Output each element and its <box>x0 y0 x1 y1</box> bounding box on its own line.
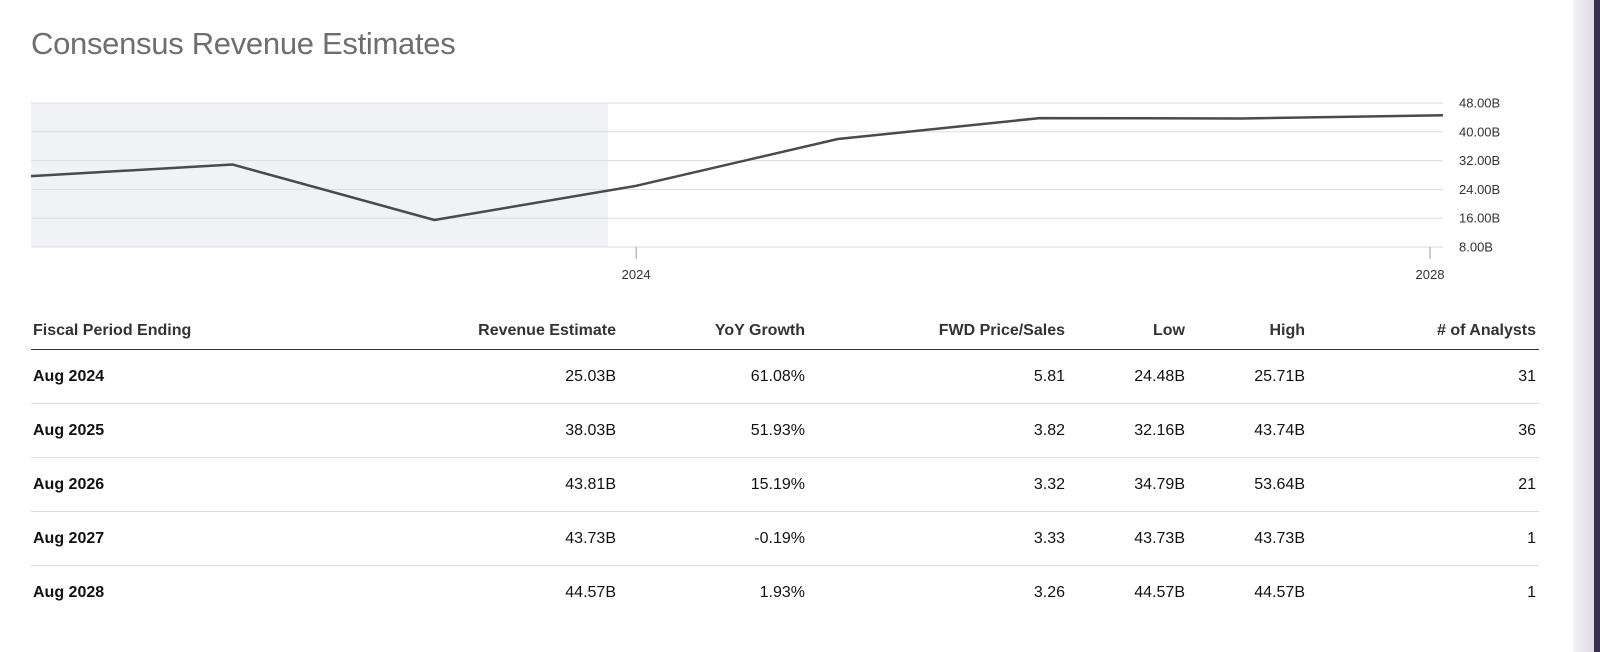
low-cell: 24.48B <box>1068 349 1188 404</box>
high-cell: 53.64B <box>1188 457 1308 512</box>
analysts-cell: 36 <box>1308 403 1539 458</box>
high-cell: 44.57B <box>1254 583 1305 601</box>
table-row: Aug 2026 43.81B 15.19% 3.32 34.79B 53.64… <box>31 457 1539 512</box>
estimates-table: Fiscal Period Ending Revenue Estimate Yo… <box>31 312 1539 619</box>
revenue-estimate-cell: 44.57B <box>565 583 616 601</box>
low-cell: 43.73B <box>1068 511 1188 566</box>
column-header-yoy-growth[interactable]: YoY Growth <box>619 312 808 350</box>
y-tick-label: 16.00B <box>1459 211 1500 226</box>
revenue-line-chart[interactable]: 48.00B 40.00B 32.00B 24.00B 16.00B 8.00B 2024 2… <box>0 90 1560 300</box>
table-header-row: Fiscal Period Ending Revenue Estimate Yo… <box>31 312 1539 350</box>
high-cell: 43.73B <box>1188 511 1308 566</box>
fiscal-period-cell: Aug 2025 <box>31 403 331 458</box>
y-tick-label: 48.00B <box>1459 96 1500 111</box>
y-tick-label: 8.00B <box>1459 240 1493 255</box>
revenue-estimate-cell: 43.73B <box>331 511 619 566</box>
yoy-growth-cell: 61.08% <box>619 349 808 404</box>
fwd-price-sales-cell: 3.26 <box>1033 583 1065 601</box>
table-row: Aug 2025 38.03B 51.93% 3.82 32.16B 43.74… <box>31 403 1539 458</box>
fiscal-period-cell: Aug 2026 <box>31 457 331 512</box>
low-cell: 44.57B <box>1134 583 1185 601</box>
y-tick-label: 40.00B <box>1459 124 1500 139</box>
table-row: Aug 2027 43.73B -0.19% 3.33 43.73B 43.73… <box>31 511 1539 566</box>
fiscal-period-cell: Aug 2027 <box>31 511 331 566</box>
table-row: Aug 2028 44.57B 1.93% 3.26 44.57B 44.57B… <box>31 566 1539 620</box>
revenue-series-line <box>30 113 1444 222</box>
fwd-price-sales-cell: 3.32 <box>808 457 1068 512</box>
low-cell: 34.79B <box>1068 457 1188 512</box>
analysts-cell: 21 <box>1308 457 1539 512</box>
column-header-fiscal-period[interactable]: Fiscal Period Ending <box>31 312 331 350</box>
column-header-revenue-estimate[interactable]: Revenue Estimate <box>331 312 619 350</box>
analysts-cell: 1 <box>1527 583 1536 601</box>
column-header-high[interactable]: High <box>1188 312 1308 350</box>
historical-shaded-region <box>31 103 609 247</box>
x-tick-label: 2028 <box>1416 267 1445 282</box>
desktop-background-strip <box>1594 0 1600 652</box>
column-header-fwd-price-sales[interactable]: FWD Price/Sales <box>808 312 1068 350</box>
x-tick-label: 2024 <box>622 267 651 282</box>
low-cell: 32.16B <box>1068 403 1188 458</box>
y-tick-label: 32.00B <box>1459 153 1500 168</box>
yoy-growth-cell: 51.93% <box>619 403 808 458</box>
page-title: Consensus Revenue Estimates <box>31 26 456 61</box>
revenue-estimate-cell: 25.03B <box>331 349 619 404</box>
high-cell: 43.74B <box>1188 403 1308 458</box>
table-row: Aug 2024 25.03B 61.08% 5.81 24.48B 25.71… <box>31 349 1539 404</box>
fiscal-period-cell: Aug 2028 <box>33 583 105 601</box>
analysts-cell: 31 <box>1308 349 1539 404</box>
fwd-price-sales-cell: 5.81 <box>808 349 1068 404</box>
yoy-growth-cell: 1.93% <box>759 583 805 601</box>
revenue-estimate-cell: 43.81B <box>331 457 619 512</box>
fiscal-period-cell: Aug 2024 <box>31 349 331 404</box>
y-tick-label: 24.00B <box>1459 182 1500 197</box>
revenue-estimate-cell: 38.03B <box>331 403 619 458</box>
yoy-growth-cell: -0.19% <box>619 511 808 566</box>
fwd-price-sales-cell: 3.33 <box>808 511 1068 566</box>
yoy-growth-cell: 15.19% <box>619 457 808 512</box>
analysts-cell: 1 <box>1308 511 1539 566</box>
fwd-price-sales-cell: 3.82 <box>808 403 1068 458</box>
column-header-low[interactable]: Low <box>1068 312 1188 350</box>
high-cell: 25.71B <box>1188 349 1308 404</box>
column-header-analysts[interactable]: # of Analysts <box>1308 312 1539 350</box>
